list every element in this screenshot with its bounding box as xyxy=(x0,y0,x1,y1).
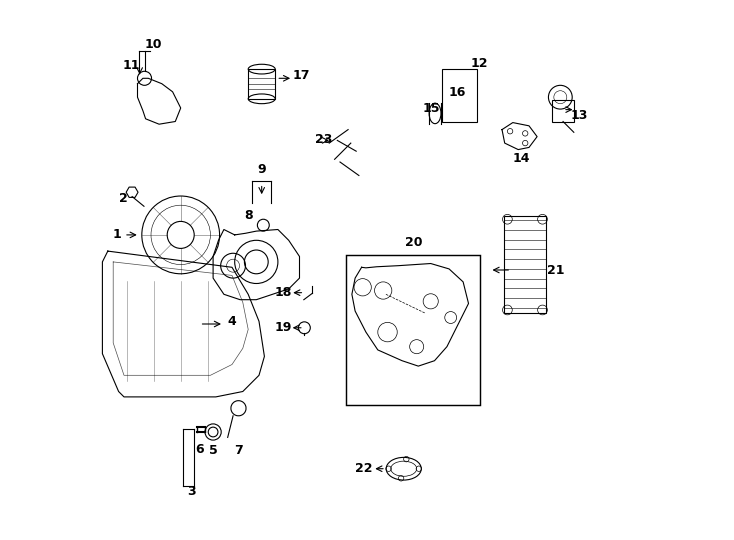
Text: 5: 5 xyxy=(209,444,218,457)
Polygon shape xyxy=(126,187,138,198)
Text: 10: 10 xyxy=(145,38,162,51)
Text: 22: 22 xyxy=(355,462,373,475)
Text: 19: 19 xyxy=(274,321,291,334)
Bar xyxy=(442,69,476,122)
Text: 7: 7 xyxy=(234,444,243,457)
Text: 16: 16 xyxy=(448,86,466,99)
Text: 23: 23 xyxy=(315,133,333,146)
Text: 9: 9 xyxy=(258,163,266,176)
Text: 2: 2 xyxy=(119,192,127,205)
Text: 1: 1 xyxy=(112,228,121,241)
Text: 11: 11 xyxy=(123,59,139,72)
Text: 4: 4 xyxy=(228,315,236,328)
Text: 3: 3 xyxy=(187,485,196,498)
Bar xyxy=(504,216,546,313)
Text: 15: 15 xyxy=(423,102,440,115)
Bar xyxy=(346,255,480,405)
Bar xyxy=(552,100,574,122)
Text: 21: 21 xyxy=(548,264,564,276)
Text: 12: 12 xyxy=(470,57,488,70)
Text: 6: 6 xyxy=(195,443,204,456)
Text: 17: 17 xyxy=(293,69,310,82)
Text: 14: 14 xyxy=(512,152,530,165)
Text: 8: 8 xyxy=(244,209,252,222)
Text: 18: 18 xyxy=(275,286,292,299)
Text: 13: 13 xyxy=(570,109,588,122)
Text: 20: 20 xyxy=(404,237,422,249)
Bar xyxy=(248,69,275,99)
